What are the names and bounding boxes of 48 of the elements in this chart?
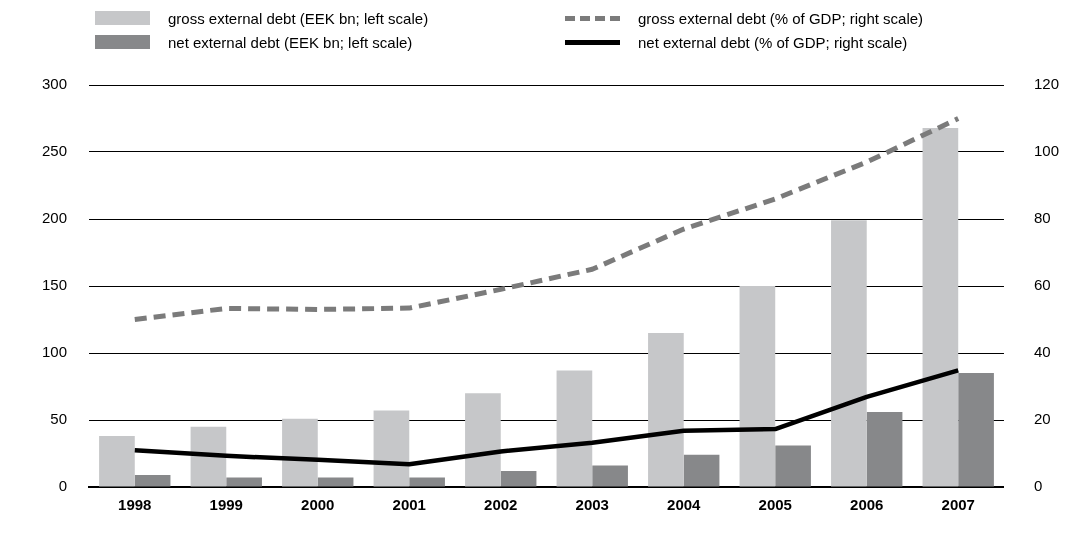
bar — [922, 127, 959, 487]
x-tick-label: 2001 — [392, 496, 426, 514]
bar — [500, 470, 537, 487]
y-tick-label: 200 — [42, 209, 68, 227]
y-tick-label: 300 — [42, 75, 68, 93]
x-tick-label: 2004 — [667, 496, 702, 514]
y2-tick-label: 60 — [1033, 276, 1051, 294]
y2-tick-label: 100 — [1033, 142, 1059, 160]
x-tick-label: 2005 — [758, 496, 792, 514]
bar — [958, 373, 994, 487]
bar — [831, 220, 867, 487]
x-tick-label: 2007 — [941, 496, 975, 514]
legend-label: gross external debt (EEK bn; left scale) — [168, 9, 429, 27]
bar — [775, 445, 811, 487]
bar — [465, 393, 501, 487]
bar — [409, 477, 445, 487]
y-tick-label: 50 — [50, 410, 68, 428]
bar — [866, 411, 903, 487]
y2-tick-label: 80 — [1033, 209, 1051, 227]
y2-tick-label: 40 — [1033, 343, 1051, 361]
bar — [739, 286, 776, 487]
bar — [99, 436, 135, 487]
bar — [134, 474, 171, 487]
x-tick-label: 2006 — [850, 496, 884, 514]
y-tick-label: 250 — [42, 142, 68, 160]
y2-tick-label: 120 — [1033, 75, 1059, 93]
x-tick-label: 2000 — [301, 496, 335, 514]
x-tick-label: 1999 — [209, 496, 243, 514]
y-tick-label: 0 — [58, 477, 68, 495]
bar — [190, 426, 227, 487]
y-tick-label: 100 — [42, 343, 68, 361]
bar — [648, 332, 684, 487]
y2-tick-label: 0 — [1033, 477, 1043, 495]
y2-tick-label: 20 — [1033, 410, 1051, 428]
x-tick-label: 2003 — [575, 496, 609, 514]
y-tick-label: 150 — [42, 276, 68, 294]
bar — [556, 370, 593, 487]
bar — [683, 454, 720, 487]
bar — [373, 410, 410, 487]
legend-label: net external debt (EEK bn; left scale) — [168, 33, 413, 51]
bar — [317, 477, 354, 487]
bar — [226, 477, 262, 487]
bar — [282, 418, 318, 487]
x-tick-label: 2002 — [484, 496, 518, 514]
legend-label: gross external debt (% of GDP; right scale) — [638, 9, 924, 27]
x-tick-label: 1998 — [118, 496, 152, 514]
legend-label: net external debt (% of GDP; right scale) — [638, 33, 908, 51]
bar — [592, 465, 628, 487]
